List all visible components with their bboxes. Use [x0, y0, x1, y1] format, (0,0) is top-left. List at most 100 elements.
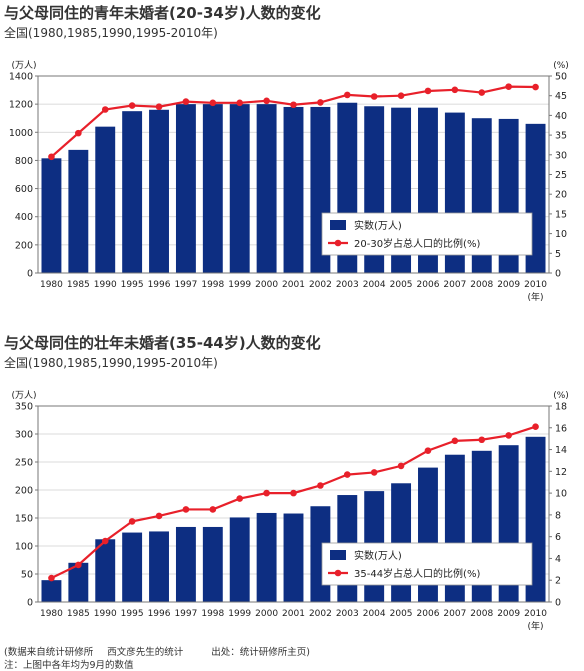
chart1-plot: 0 200 400 600 800 1000 1200 1400 0 5 10 15 20 25 30 35 4… — [9, 60, 569, 303]
c1-legend-box — [321, 212, 533, 256]
c1-bar-1985 — [68, 149, 89, 273]
c1-xunit: (年) — [528, 291, 544, 303]
c1-y2tick-label: 15 — [555, 209, 567, 220]
c2-y2tick-label: 12 — [555, 467, 567, 478]
c1-xtick-label: 1998 — [201, 280, 224, 290]
c2-ratio-point-2002 — [317, 482, 324, 489]
c2-legend-line-marker — [334, 569, 342, 577]
c1-legend-line-label: 20-30岁占总人口的比例(%) — [354, 237, 480, 250]
c2-xtick-label: 2008 — [470, 609, 493, 619]
c2-y2tick-label: 10 — [555, 489, 567, 500]
c1-ratio-point-2000 — [263, 97, 270, 105]
chart2-subtitle: 全国(1980,1985,1990,1995-2010年) — [4, 356, 218, 370]
c1-ratio-point-1995 — [128, 102, 136, 109]
c1-ratio-point-2007 — [451, 86, 459, 94]
c1-bar-1996 — [149, 109, 169, 273]
c2-xtick-label: 2003 — [336, 609, 359, 619]
c1-y2tick-label: 5 — [555, 249, 561, 260]
c1-bar-2000 — [256, 104, 277, 273]
source-note: (数据来自统计研修所 西文彦先生的统计 出处：统计研修所主页) — [4, 644, 310, 658]
c1-xtick-label: 1985 — [67, 280, 90, 290]
c1-y2tick-label: 0 — [555, 269, 561, 280]
c2-ytick-label: 250 — [15, 458, 33, 469]
c1-ratio-point-1985 — [75, 129, 82, 137]
c2-xtick-label: 2007 — [443, 609, 466, 619]
c2-ratio-point-1999 — [236, 495, 244, 502]
c1-xtick-label: 2002 — [309, 280, 332, 290]
c1-ratio-point-2010 — [532, 83, 539, 91]
c1-ytick-label: 600 — [15, 184, 33, 195]
c2-ratio-point-1998 — [209, 506, 217, 513]
c1-xtick-label: 2006 — [417, 280, 440, 290]
c2-xtick-label: 2001 — [282, 609, 305, 619]
c1-y2tick-label: 10 — [555, 229, 567, 240]
c2-legend-bar-swatch — [330, 550, 346, 560]
c2-xtick-label: 2009 — [497, 609, 520, 619]
c2-plot-frame — [37, 405, 550, 603]
c2-y2tick-label: 2 — [555, 576, 561, 587]
c1-bar-1998 — [202, 104, 223, 273]
c2-ratio-point-1995 — [128, 518, 136, 525]
c1-ytick-label: 0 — [27, 269, 33, 280]
c1-ratio-point-2005 — [397, 92, 405, 99]
c1-ratio-point-1996 — [155, 103, 163, 111]
c1-xtick-label: 2003 — [336, 280, 359, 290]
c1-ratio-point-2006 — [424, 87, 432, 95]
c2-xtick-label: 2004 — [363, 609, 386, 619]
c1-y2tick-label: 40 — [555, 111, 567, 122]
c2-bar-1997 — [175, 526, 196, 602]
c1-xtick-label: 2000 — [255, 280, 278, 290]
c1-ratio-point-2001 — [290, 101, 297, 109]
c2-bar-1985 — [68, 562, 89, 602]
footnote: 注：上图中各年均为9月的数值 — [4, 660, 134, 671]
c2-xtick-label: 2002 — [309, 609, 332, 619]
c1-xtick-label: 2009 — [497, 280, 520, 290]
c2-legend-box — [321, 542, 533, 586]
c1-xtick-label: 2004 — [363, 280, 386, 290]
c1-xtick-label: 2010 — [524, 280, 547, 290]
c2-bar-1998 — [202, 526, 223, 602]
c1-ytick-label: 800 — [15, 156, 33, 167]
c1-xtick-label: 1996 — [148, 280, 171, 290]
c2-bar-1980 — [41, 580, 62, 602]
c1-xtick-label: 2001 — [282, 280, 305, 290]
chart1-title: 与父母同住的青年未婚者(20-34岁)人数的变化 — [4, 4, 321, 22]
source-label: (数据来自统计研修所 — [4, 647, 94, 658]
c1-legend-bar-swatch — [330, 220, 346, 230]
c2-xtick-label: 1995 — [121, 609, 144, 619]
c2-bar-2001 — [283, 513, 304, 602]
c2-xtick-label: 1998 — [201, 609, 224, 619]
c2-xtick-label: 2005 — [390, 609, 413, 619]
c2-ratio-point-2007 — [451, 437, 459, 445]
c2-ratio-point-2006 — [424, 447, 432, 454]
c2-bar-1995 — [122, 532, 143, 602]
c2-xtick-label: 2006 — [417, 609, 440, 619]
c2-bar-1990 — [95, 539, 116, 602]
c2-xunit: (年) — [528, 620, 544, 632]
c1-y2tick-label: 50 — [555, 72, 567, 83]
c2-ytick-label: 300 — [15, 430, 33, 441]
c2-xtick-label: 1996 — [148, 609, 171, 619]
c2-ytick-label: 100 — [15, 542, 33, 553]
c2-xtick-label: 2010 — [524, 609, 547, 619]
c1-ratio-point-1998 — [209, 99, 217, 107]
c2-ratio-point-1997 — [182, 506, 190, 513]
c2-ylabel: (万人) — [11, 390, 36, 401]
c2-xtick-label: 1999 — [228, 609, 251, 619]
c1-bar-1995 — [122, 111, 143, 273]
c2-y2tick-label: 14 — [555, 445, 567, 456]
c2-ytick-label: 350 — [15, 402, 33, 413]
c2-ratio-point-2000 — [263, 489, 270, 497]
c2-ratio-point-2004 — [370, 469, 378, 476]
c1-y2tick-label: 20 — [555, 190, 567, 201]
c1-xtick-label: 1995 — [121, 280, 144, 290]
c1-bar-2001 — [283, 106, 304, 273]
c2-ratio-point-2009 — [505, 432, 512, 439]
c1-ytick-label: 400 — [15, 212, 33, 223]
c1-bar-1999 — [229, 104, 250, 273]
c2-legend-bar-label: 实数(万人) — [354, 549, 402, 562]
source-origin: 出处：统计研修所主页) — [211, 647, 310, 658]
c1-bar-1997 — [175, 104, 196, 273]
c1-xtick-label: 2007 — [443, 280, 466, 290]
c1-bar-1990 — [95, 126, 116, 274]
